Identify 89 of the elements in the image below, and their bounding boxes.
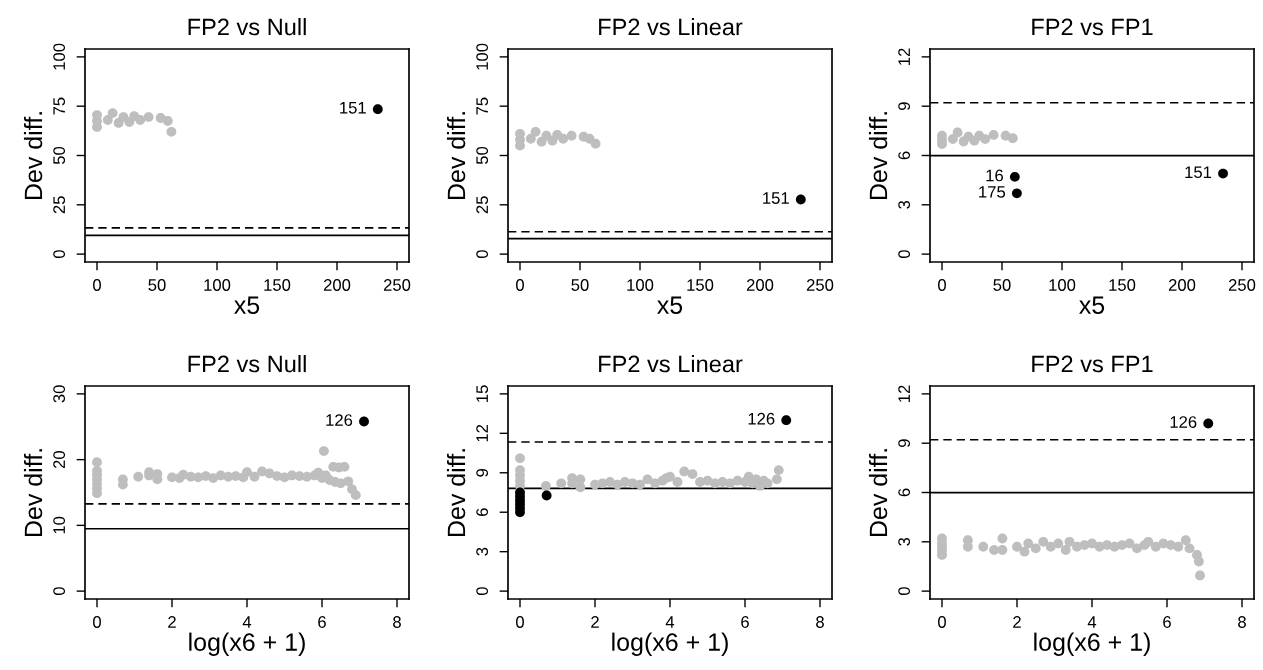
y-tick-label: 0 xyxy=(898,587,911,596)
y-tick-label: 15 xyxy=(476,385,489,402)
x-tick-label: 100 xyxy=(1049,279,1076,291)
y-tick-label: 25 xyxy=(476,196,489,214)
x-tick-label: 200 xyxy=(323,279,351,291)
x-tick-label: 0 xyxy=(516,616,524,628)
y-tick-label: 12 xyxy=(898,48,910,65)
y-tick-label: 12 xyxy=(476,424,488,442)
y-tick-label: 0 xyxy=(476,587,489,596)
annotation: 151 xyxy=(340,102,366,114)
x-axis-title: log(x6 + 1) xyxy=(1034,632,1150,656)
x-axis-title: x5 xyxy=(657,296,683,314)
y-axis-title: Dev diff. xyxy=(868,112,888,200)
chart-title: FP2 vs Null xyxy=(188,18,306,36)
annotation: 126 xyxy=(326,414,353,426)
annotation: 151 xyxy=(1185,166,1212,179)
x-tick-label: 0 xyxy=(93,279,101,291)
x-tick-label: 100 xyxy=(627,279,654,291)
x-tick-label: 4 xyxy=(242,616,252,628)
x-tick-label: 0 xyxy=(93,616,101,628)
y-axis-title: Dev diff. xyxy=(446,449,466,537)
x-tick-label: 250 xyxy=(383,279,411,291)
y-tick-label: 6 xyxy=(476,508,489,517)
annotation: 16 xyxy=(986,169,1003,182)
x-axis-title: x5 xyxy=(1079,296,1105,314)
x-tick-label: 0 xyxy=(938,616,946,628)
x-axis-title: log(x6 + 1) xyxy=(189,632,305,656)
y-tick-label: 0 xyxy=(476,250,489,259)
x-tick-label: 2 xyxy=(1013,616,1021,628)
y-tick-label: 0 xyxy=(53,587,66,596)
annotation: 126 xyxy=(1170,416,1197,428)
y-tick-label: 3 xyxy=(898,200,911,209)
y-tick-label: 0 xyxy=(898,250,911,259)
x-tick-label: 6 xyxy=(318,616,326,628)
y-tick-label: 10 xyxy=(53,516,66,534)
x-tick-label: 50 xyxy=(571,279,589,291)
x-tick-label: 6 xyxy=(741,616,749,628)
chart-title: FP2 vs Null xyxy=(188,355,306,373)
x-tick-label: 0 xyxy=(516,279,524,291)
x-tick-label: 8 xyxy=(816,616,824,628)
y-axis-title: Dev diff. xyxy=(868,449,888,537)
x-tick-label: 2 xyxy=(168,616,176,628)
chart-title: FP2 vs FP1 xyxy=(1032,18,1153,36)
y-axis-title: Dev diff. xyxy=(23,449,43,537)
y-tick-label: 100 xyxy=(476,43,489,70)
y-axis-title: Dev diff. xyxy=(446,112,466,200)
chart-title: FP2 vs FP1 xyxy=(1032,355,1153,373)
y-tick-label: 30 xyxy=(53,385,66,403)
y-tick-label: 75 xyxy=(476,97,489,115)
y-tick-label: 9 xyxy=(898,439,911,448)
x-tick-label: 250 xyxy=(1228,279,1256,291)
annotation: 175 xyxy=(979,186,1006,198)
y-tick-label: 9 xyxy=(898,102,911,111)
x-axis-title: x5 xyxy=(234,296,260,314)
y-tick-label: 50 xyxy=(476,146,489,165)
y-axis-title: Dev diff. xyxy=(23,112,43,200)
y-tick-label: 6 xyxy=(898,151,911,160)
x-tick-label: 200 xyxy=(1168,279,1196,291)
annotation: 151 xyxy=(763,192,789,204)
x-tick-label: 2 xyxy=(591,616,599,628)
y-tick-label: 9 xyxy=(476,468,489,477)
x-tick-label: 50 xyxy=(148,279,166,291)
annotation: 126 xyxy=(748,412,775,425)
y-tick-label: 50 xyxy=(53,146,66,165)
x-tick-label: 0 xyxy=(938,279,946,291)
x-tick-label: 250 xyxy=(806,279,834,291)
y-tick-label: 6 xyxy=(898,488,911,497)
x-tick-label: 150 xyxy=(264,279,291,291)
chart-title: FP2 vs Linear xyxy=(599,18,743,36)
x-tick-label: 50 xyxy=(993,279,1011,291)
y-tick-label: 100 xyxy=(53,43,66,70)
x-axis-title: log(x6 + 1) xyxy=(612,632,728,656)
y-tick-label: 12 xyxy=(898,385,910,402)
x-tick-label: 8 xyxy=(1238,616,1246,628)
y-tick-label: 3 xyxy=(898,537,911,546)
y-tick-label: 25 xyxy=(53,196,66,214)
x-tick-label: 4 xyxy=(1087,616,1097,628)
y-tick-label: 75 xyxy=(53,97,66,115)
x-tick-label: 100 xyxy=(204,279,231,291)
y-tick-label: 3 xyxy=(476,547,489,556)
x-tick-label: 4 xyxy=(665,616,675,628)
chart-title: FP2 vs Linear xyxy=(599,355,743,373)
x-tick-label: 6 xyxy=(1163,616,1171,628)
x-tick-label: 200 xyxy=(746,279,774,291)
x-tick-label: 150 xyxy=(1109,279,1136,291)
y-tick-label: 20 xyxy=(53,451,66,469)
x-tick-label: 150 xyxy=(687,279,714,291)
y-tick-label: 0 xyxy=(53,250,66,259)
x-tick-label: 8 xyxy=(393,616,401,628)
